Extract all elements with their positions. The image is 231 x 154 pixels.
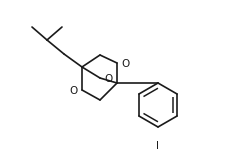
Text: O: O (70, 86, 78, 96)
Text: O: O (103, 74, 112, 84)
Text: O: O (121, 59, 129, 69)
Text: I: I (156, 141, 159, 151)
